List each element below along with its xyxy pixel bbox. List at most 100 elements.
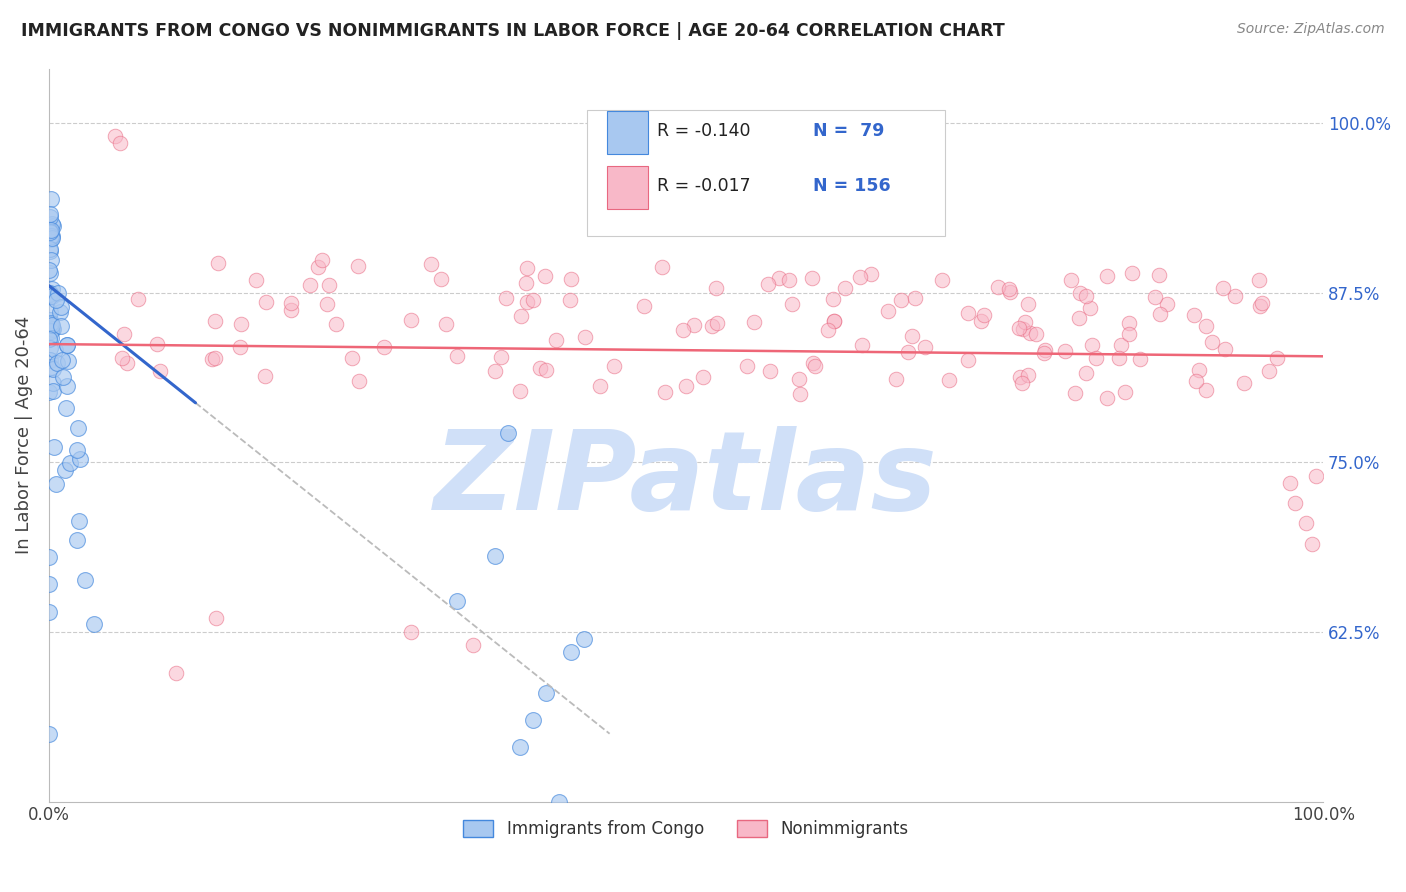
Point	[1060, 273, 1083, 287]
Point	[148, 364, 170, 378]
Point	[112, 326, 135, 341]
Point	[489, 350, 512, 364]
Point	[39, 229, 62, 244]
Point	[41, 322, 63, 336]
Point	[1212, 281, 1234, 295]
Point	[39, 266, 62, 280]
Point	[496, 426, 519, 441]
Point	[340, 351, 363, 366]
Point	[522, 713, 544, 727]
Point	[778, 273, 800, 287]
Point	[207, 255, 229, 269]
Point	[55, 401, 77, 415]
Point	[298, 278, 321, 293]
Point	[1149, 306, 1171, 320]
Point	[1301, 536, 1323, 550]
Point	[58, 456, 80, 470]
Point	[533, 268, 555, 283]
Point	[311, 253, 333, 268]
Point	[1076, 289, 1098, 303]
Point	[560, 272, 582, 286]
Point	[789, 387, 811, 401]
Point	[41, 384, 63, 398]
Point	[484, 549, 506, 564]
Point	[420, 257, 443, 271]
Point	[1129, 352, 1152, 367]
Point	[49, 300, 72, 314]
Point	[877, 303, 900, 318]
Point	[534, 362, 557, 376]
Point	[1008, 321, 1031, 335]
Point	[38, 384, 60, 399]
Point	[39, 223, 62, 237]
Point	[38, 223, 60, 237]
Point	[1017, 368, 1039, 382]
Point	[706, 316, 728, 330]
Point	[692, 370, 714, 384]
Point	[399, 624, 422, 639]
FancyBboxPatch shape	[586, 111, 945, 235]
Point	[66, 442, 89, 457]
Point	[39, 288, 62, 302]
Point	[104, 129, 127, 144]
Point	[46, 286, 69, 301]
Point	[1147, 268, 1170, 282]
Point	[509, 309, 531, 323]
Point	[254, 368, 277, 383]
Point	[901, 328, 924, 343]
Point	[38, 727, 60, 741]
Point	[1215, 342, 1237, 356]
Point	[1014, 315, 1036, 329]
Point	[39, 232, 62, 246]
Point	[108, 136, 131, 151]
Point	[495, 291, 517, 305]
Point	[53, 463, 76, 477]
Point	[817, 323, 839, 337]
Point	[1064, 386, 1087, 401]
Point	[801, 356, 824, 370]
Point	[39, 313, 62, 327]
Point	[823, 313, 845, 327]
Point	[800, 270, 823, 285]
Point	[39, 360, 62, 375]
Point	[997, 282, 1019, 296]
Point	[529, 360, 551, 375]
Y-axis label: In Labor Force | Age 20-64: In Labor Force | Age 20-64	[15, 316, 32, 554]
Point	[39, 253, 62, 268]
Point	[38, 341, 60, 355]
Point	[83, 616, 105, 631]
Point	[446, 593, 468, 607]
Point	[245, 272, 267, 286]
Point	[602, 359, 624, 374]
Point	[1012, 321, 1035, 335]
Point	[56, 338, 79, 352]
Point	[111, 351, 134, 365]
Point	[373, 340, 395, 354]
Point	[735, 359, 758, 373]
Point	[127, 292, 149, 306]
Point	[45, 293, 67, 307]
Point	[823, 314, 845, 328]
Point	[49, 305, 72, 319]
Point	[851, 338, 873, 352]
Point	[931, 272, 953, 286]
Point	[1033, 343, 1056, 357]
FancyBboxPatch shape	[607, 111, 648, 154]
Point	[780, 297, 803, 311]
Point	[588, 378, 610, 392]
Point	[41, 282, 63, 296]
Point	[316, 297, 339, 311]
Point	[446, 349, 468, 363]
Point	[56, 338, 79, 352]
Point	[1084, 351, 1107, 366]
Point	[463, 639, 485, 653]
Text: ZIPatlas: ZIPatlas	[434, 425, 938, 533]
Point	[347, 374, 370, 388]
Point	[38, 262, 60, 277]
Point	[1143, 290, 1166, 304]
Point	[1249, 299, 1271, 313]
Point	[39, 192, 62, 206]
Point	[957, 305, 980, 319]
Point	[280, 296, 302, 310]
Point	[39, 206, 62, 220]
